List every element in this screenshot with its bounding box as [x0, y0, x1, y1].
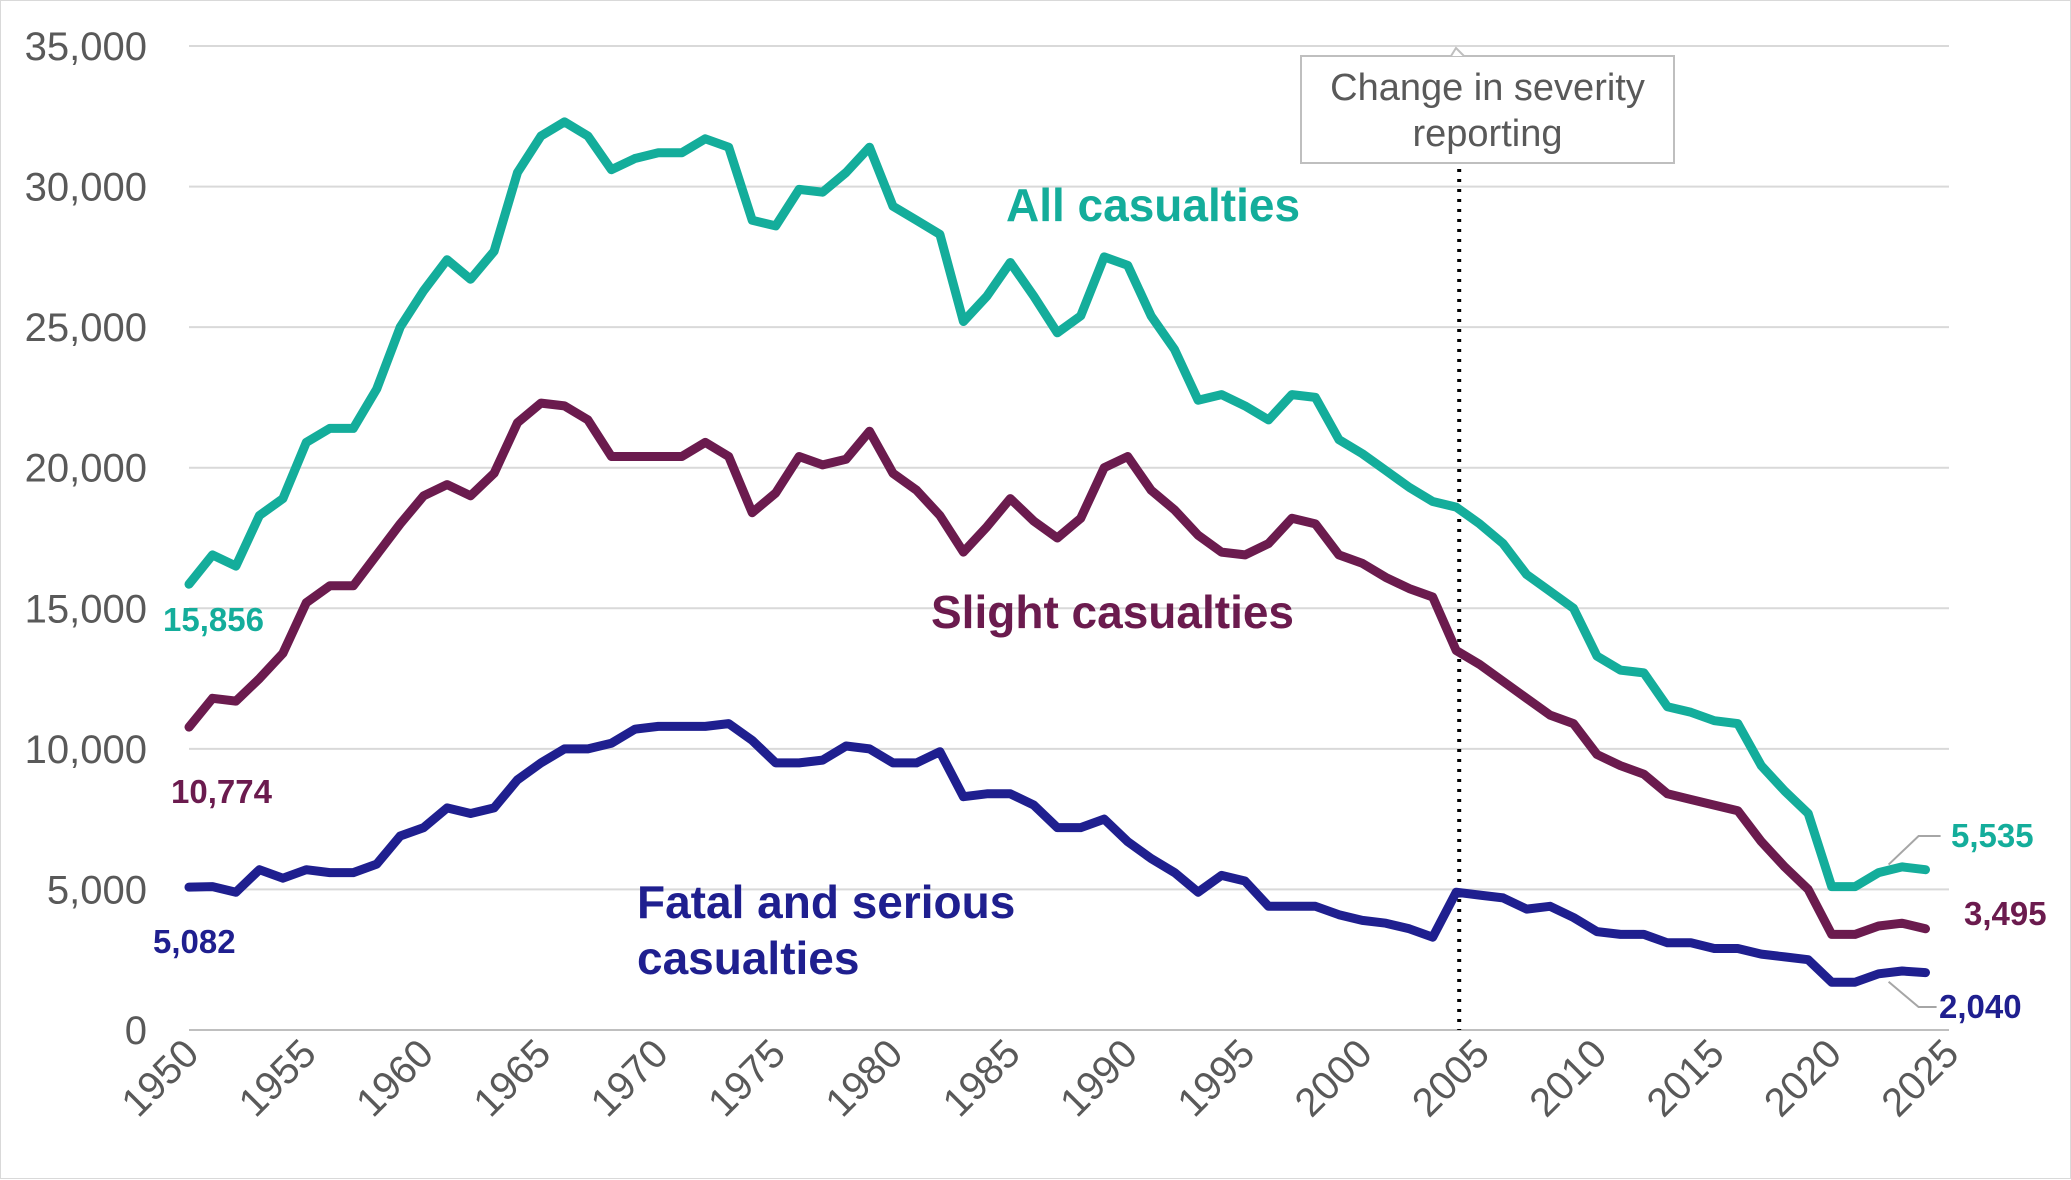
x-tick-label: 2015	[1639, 1031, 1733, 1125]
x-tick-label: 1985	[935, 1031, 1029, 1125]
y-tick-label: 10,000	[25, 728, 147, 772]
series-label-fatal-serious-casualties: Fatal and serious	[637, 876, 1015, 928]
annotation-pointer	[1450, 46, 1465, 57]
start-value-label-all: 15,856	[163, 601, 264, 638]
end-value-label-slight: 3,495	[1964, 895, 2047, 932]
annotation-box	[1300, 55, 1675, 164]
end-value-label-fatal: 2,040	[1939, 988, 2022, 1025]
x-tick-label: 1970	[583, 1031, 677, 1125]
series-label-slight-casualties: Slight casualties	[931, 586, 1294, 638]
y-tick-label: 25,000	[25, 306, 147, 350]
x-tick-label: 2005	[1404, 1031, 1498, 1125]
x-tick-label: 2000	[1287, 1031, 1381, 1125]
series-label-all-casualties: All casualties	[1006, 179, 1300, 231]
x-tick-label: 2025	[1873, 1031, 1967, 1125]
end-value-label-all: 5,535	[1951, 817, 2034, 854]
series-line-slight-casualties	[184, 398, 1930, 939]
series-line-all-casualties	[184, 117, 1930, 892]
annotation-text: Change in severity	[1330, 67, 1645, 109]
y-tick-label: 15,000	[25, 587, 147, 631]
x-tick-label: 1990	[1052, 1031, 1146, 1125]
y-tick-label: 0	[125, 1009, 147, 1053]
start-value-label-fatal: 5,082	[153, 923, 236, 960]
y-tick-label: 5,000	[47, 868, 147, 912]
x-tick-label: 2020	[1756, 1031, 1850, 1125]
leader-line-all	[1887, 835, 1941, 866]
x-tick-label: 2010	[1521, 1031, 1615, 1125]
leader-line-fatal	[1887, 981, 1937, 1008]
series-line-fatal-and-serious-casualties	[184, 719, 1930, 987]
x-tick-label: 1960	[348, 1031, 442, 1125]
x-tick-label: 1975	[700, 1031, 794, 1125]
x-tick-label: 1955	[231, 1031, 325, 1125]
series-label-fatal-serious-casualties: casualties	[637, 932, 859, 984]
y-tick-label: 35,000	[25, 25, 147, 69]
annotation-text: reporting	[1413, 113, 1563, 155]
start-value-label-slight: 10,774	[171, 773, 273, 810]
x-tick-label: 1980	[817, 1031, 911, 1125]
y-tick-label: 20,000	[25, 447, 147, 491]
x-tick-label: 1995	[1169, 1031, 1263, 1125]
y-tick-label: 30,000	[25, 166, 147, 210]
x-tick-label: 1965	[465, 1031, 559, 1125]
